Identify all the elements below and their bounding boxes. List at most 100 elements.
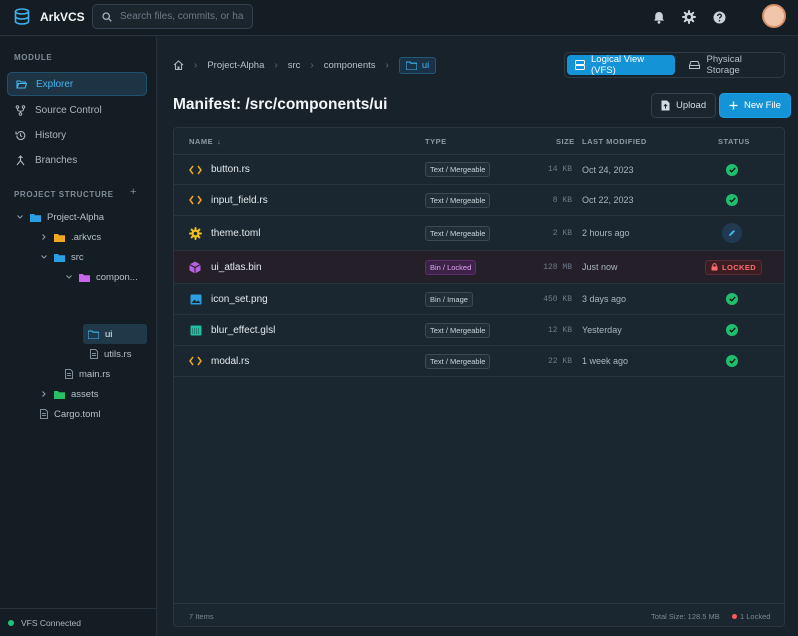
- file-name[interactable]: theme.toml: [211, 227, 261, 239]
- breadcrumb-current-label: ui: [421, 59, 430, 71]
- top-bar: ArkVCS: [0, 0, 798, 36]
- file-name[interactable]: ui_atlas.bin: [211, 261, 262, 273]
- lock-icon: [711, 263, 718, 271]
- home-icon[interactable]: [173, 60, 184, 70]
- tree-label: main.rs: [79, 368, 111, 380]
- nav-source-control[interactable]: Source Control: [7, 98, 147, 122]
- tree-item-ui[interactable]: ui: [83, 324, 147, 344]
- nav-history[interactable]: History: [7, 123, 147, 147]
- help-icon[interactable]: [710, 8, 728, 26]
- locked-badge[interactable]: LOCKED: [705, 259, 763, 275]
- table-row[interactable]: icon_set.png Bin / Image 450 KB 3 days a…: [174, 284, 784, 315]
- column-header-type[interactable]: TYPE: [425, 137, 447, 146]
- search-input[interactable]: [120, 11, 244, 22]
- gear-icon[interactable]: [680, 8, 698, 26]
- check-circle-icon: [726, 355, 738, 367]
- nav-label: Source Control: [35, 104, 102, 116]
- status-footer: VFS Connected: [0, 608, 157, 636]
- physical-storage-button[interactable]: Physical Storage: [681, 54, 782, 76]
- column-header-status[interactable]: STATUS: [718, 137, 750, 146]
- shader-icon: [190, 315, 202, 345]
- search-box[interactable]: [92, 4, 253, 29]
- type-badge: Text / Mergeable: [425, 192, 491, 208]
- nav-label: Branches: [35, 154, 78, 166]
- code-icon: [189, 185, 202, 215]
- check-circle-icon: [726, 194, 738, 206]
- table-row[interactable]: modal.rs Text / Mergeable 22 KB 1 week a…: [174, 346, 784, 377]
- file-name[interactable]: icon_set.png: [211, 293, 268, 305]
- file-name[interactable]: input_field.rs: [211, 194, 268, 206]
- tree-item-main[interactable]: main.rs: [65, 364, 110, 384]
- physical-storage-label: Physical Storage: [706, 54, 742, 76]
- table-row[interactable]: theme.toml Text / Mergeable 2 KB 2 hours…: [174, 216, 784, 251]
- tree-item-src[interactable]: src: [39, 247, 84, 267]
- brand[interactable]: ArkVCS: [14, 8, 85, 25]
- file-size: 8 KB: [552, 195, 572, 205]
- chevron-right-icon[interactable]: [39, 233, 48, 242]
- chevron-right-icon[interactable]: [39, 390, 48, 399]
- last-modified: Oct 24, 2023: [582, 164, 634, 175]
- total-size: Total Size: 128.5 MB: [651, 611, 720, 621]
- breadcrumb-item[interactable]: components: [323, 59, 376, 71]
- table-row[interactable]: ui_atlas.bin Bin / Locked 128 MB Just no…: [174, 251, 784, 284]
- table-footer: 7 Items Total Size: 128.5 MB 1 Locked: [174, 603, 784, 626]
- tree-item-project-alpha[interactable]: Project-Alpha: [15, 207, 104, 227]
- file-name[interactable]: button.rs: [211, 164, 250, 175]
- sidebar: MODULE Explorer Source Control History B…: [0, 37, 157, 636]
- connection-status-dot: [8, 619, 14, 626]
- chevron-down-icon[interactable]: [39, 253, 48, 262]
- locked-count: 1 Locked: [732, 612, 770, 621]
- file-name[interactable]: modal.rs: [211, 355, 250, 367]
- check-circle-icon: [726, 163, 738, 176]
- type-badge: Bin / Image: [425, 291, 473, 307]
- bell-icon[interactable]: [650, 8, 668, 26]
- chevron-right-icon: ›: [385, 59, 389, 71]
- table-row[interactable]: button.rs Text / Mergeable 14 KB Oct 24,…: [174, 155, 784, 185]
- column-header-name[interactable]: NAME ↓: [189, 137, 221, 146]
- file-icon: [40, 409, 48, 419]
- upload-button[interactable]: Upload: [651, 93, 717, 118]
- tree-label: src: [71, 251, 84, 263]
- file-name[interactable]: blur_effect.glsl: [211, 324, 276, 336]
- table-row[interactable]: input_field.rs Text / Mergeable 8 KB Oct…: [174, 185, 784, 216]
- nav-explorer[interactable]: Explorer: [7, 72, 147, 96]
- chevron-down-icon[interactable]: [64, 273, 73, 282]
- pencil-icon[interactable]: [722, 223, 742, 243]
- table-row[interactable]: blur_effect.glsl Text / Mergeable 12 KB …: [174, 315, 784, 346]
- tree-item-utils[interactable]: utils.rs: [90, 344, 131, 364]
- tree-item-components[interactable]: compon...: [64, 267, 138, 287]
- nav-branches[interactable]: Branches: [7, 148, 147, 172]
- breadcrumb-current[interactable]: ui: [398, 56, 437, 74]
- chevron-down-icon[interactable]: [15, 213, 24, 222]
- tree-item-cargo[interactable]: Cargo.toml: [40, 404, 100, 424]
- tree-item-arkvcs[interactable]: .arkvcs: [39, 227, 101, 247]
- file-size: 450 KB: [543, 294, 572, 304]
- column-header-modified[interactable]: LAST MODIFIED: [582, 137, 647, 146]
- folder-open-icon: [88, 329, 99, 339]
- code-icon: [189, 346, 202, 376]
- nav-label: Explorer: [36, 78, 74, 90]
- add-folder-button[interactable]: +: [130, 186, 137, 198]
- table-header: NAME ↓ TYPE SIZE LAST MODIFIED STATUS: [174, 128, 784, 155]
- folder-icon: [30, 213, 41, 222]
- last-modified: Oct 22, 2023: [582, 195, 634, 205]
- breadcrumb-item[interactable]: src: [287, 59, 301, 71]
- git-fork-icon: [15, 104, 26, 116]
- user-avatar[interactable]: [762, 4, 786, 28]
- new-file-button[interactable]: New File: [719, 93, 791, 118]
- binary-cube-icon: [189, 251, 201, 283]
- logical-view-button[interactable]: Logical View (VFS): [567, 54, 676, 76]
- file-size: 128 MB: [543, 262, 572, 272]
- plus-icon: [729, 101, 738, 110]
- chevron-right-icon: ›: [310, 59, 314, 71]
- folder-icon: [54, 253, 65, 262]
- type-badge: Text / Mergeable: [425, 322, 491, 338]
- tree-label: compon...: [96, 271, 138, 283]
- breadcrumb-item[interactable]: Project-Alpha: [207, 59, 265, 71]
- column-header-name-label: NAME: [189, 137, 214, 146]
- tree-item-assets[interactable]: assets: [39, 384, 98, 404]
- project-structure-label: PROJECT STRUCTURE: [14, 190, 114, 199]
- last-modified: 3 days ago: [582, 294, 627, 304]
- column-header-size[interactable]: SIZE: [556, 137, 575, 146]
- item-count: 7 Items: [189, 611, 214, 621]
